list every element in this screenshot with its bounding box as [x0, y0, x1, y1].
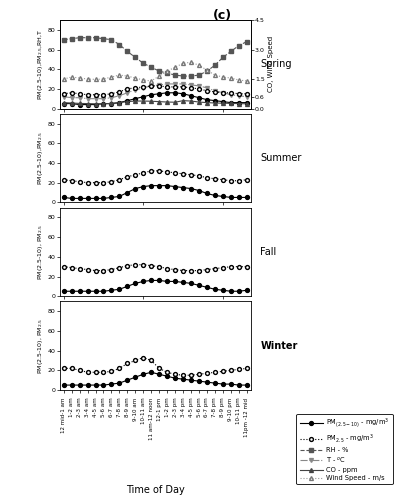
Text: Winter: Winter — [260, 340, 298, 350]
Text: (c): (c) — [213, 9, 232, 22]
Text: Time of Day: Time of Day — [126, 485, 185, 495]
Legend: PM$_{(2.5-10)}$ - mg/m$^3$, PM$_{2.5}$ - mg/m$^3$, RH - %, T - $^o$C, CO - ppm, : PM$_{(2.5-10)}$ - mg/m$^3$, PM$_{2.5}$ -… — [296, 414, 393, 484]
Y-axis label: PM(2.5-10), PM$_{2.5}$: PM(2.5-10), PM$_{2.5}$ — [36, 318, 45, 374]
Y-axis label: CO, Wind Speed: CO, Wind Speed — [267, 36, 273, 92]
Y-axis label: PM(2.5-10),PM$_{2.5}$,RH,T: PM(2.5-10),PM$_{2.5}$,RH,T — [36, 28, 45, 100]
Text: Spring: Spring — [260, 60, 292, 70]
Text: Fall: Fall — [260, 247, 277, 257]
Y-axis label: PM(2.5-10),PM$_{2.5}$: PM(2.5-10),PM$_{2.5}$ — [36, 131, 45, 185]
Text: Summer: Summer — [260, 153, 302, 163]
Y-axis label: PM(2.5-10), PM$_{2.5}$: PM(2.5-10), PM$_{2.5}$ — [36, 224, 45, 280]
